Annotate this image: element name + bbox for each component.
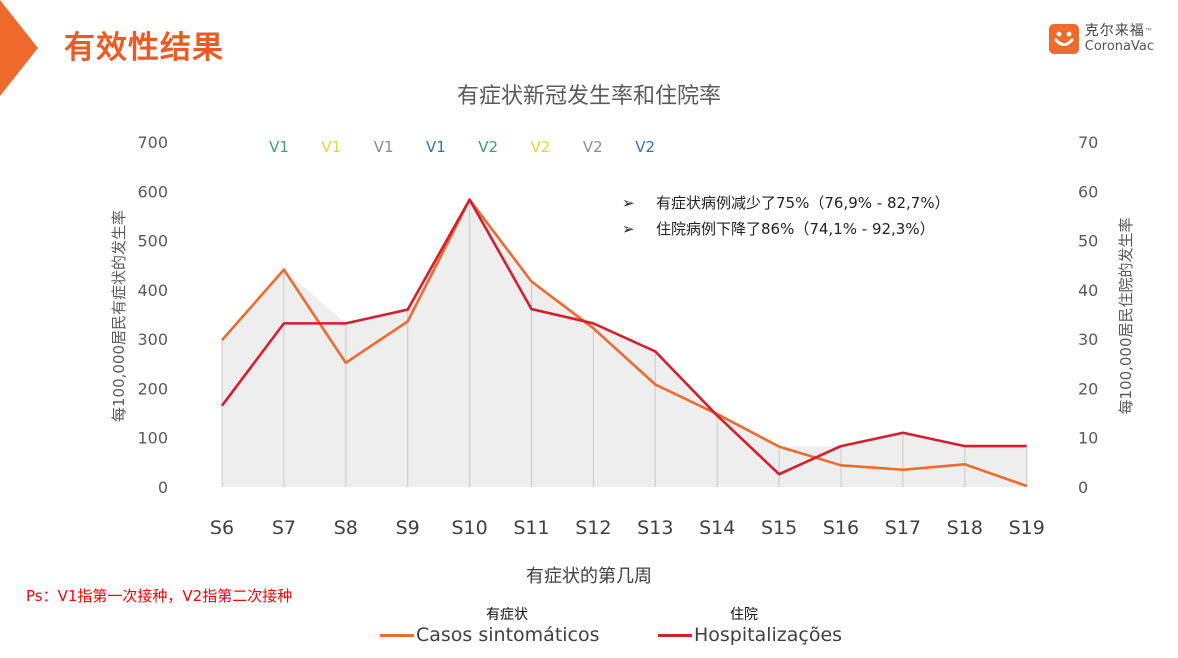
x-tick-label: S18 — [947, 517, 983, 539]
x-tick-label: S7 — [272, 517, 296, 539]
x-tick-label: S13 — [637, 517, 673, 539]
legend-symptomatic-swatch — [380, 633, 414, 637]
annotation-symptomatic: ➢ 有症状病例减少了75%（76,9% - 82,7%） — [622, 192, 950, 213]
vaccination-marker: V2 — [478, 138, 498, 156]
series-line-symptomatic — [221, 198, 1028, 488]
legend-item-symptomatic: 有症状 Casos sintomáticos — [380, 607, 600, 647]
y-left-tick-label: 100 — [137, 429, 168, 448]
vaccination-marker: V2 — [635, 138, 655, 156]
y-left-tick-label: 0 — [158, 478, 168, 497]
y-right-tick-label: 60 — [1078, 182, 1098, 201]
x-tick-label: S14 — [699, 517, 735, 539]
y-left-tick-label: 300 — [137, 330, 168, 349]
x-tick-label: S11 — [513, 517, 549, 539]
y-right-tick-label: 0 — [1078, 478, 1088, 497]
legend-hospital-swatch — [658, 633, 692, 637]
y-right-tick-label: 10 — [1078, 429, 1098, 448]
vaccination-marker: V1 — [269, 138, 289, 156]
vaccination-marker: V2 — [583, 138, 603, 156]
logo-english-name: CoronaVac — [1084, 39, 1154, 54]
chart-area-layer — [222, 199, 1027, 487]
series-line-hospital — [220, 198, 1027, 476]
annotation-hospital: ➢ 住院病例下降了86%（74,1% - 92,3%） — [622, 218, 935, 239]
x-tick-label: S9 — [396, 517, 420, 539]
x-axis-title: 有症状的第几周 — [526, 566, 652, 587]
y-right-tick-label: 20 — [1078, 379, 1098, 398]
header-accent-tab — [0, 0, 38, 96]
x-tick-label: S15 — [761, 517, 797, 539]
y-right-tick-label: 70 — [1078, 133, 1098, 152]
legend-hospital-label: Hospitalizações — [694, 624, 843, 646]
x-tick-label: S8 — [334, 517, 358, 539]
y-left-tick-label: 400 — [137, 281, 168, 300]
x-tick-label: S6 — [210, 517, 234, 539]
x-tick-label: S10 — [451, 517, 487, 539]
chart-title: 有症状新冠发生率和住院率 — [456, 84, 721, 109]
drop-lines-layer — [221, 199, 1028, 487]
legend-item-hospital: 住院 Hospitalizações — [658, 607, 842, 647]
y-axis-right-title: 每100,000居民住院的发生率 — [1117, 217, 1135, 414]
vaccination-marker: V2 — [531, 138, 551, 156]
x-tick-label: S19 — [1009, 517, 1045, 539]
series-layer — [220, 198, 1028, 488]
vaccination-marker: V1 — [426, 138, 446, 156]
logo-chinese-name: 克尔来福 — [1084, 23, 1145, 39]
vaccination-marker: V1 — [321, 138, 341, 156]
x-tick-label: S12 — [575, 517, 611, 539]
annotation-symptomatic-text: 有症状病例减少了75%（76,9% - 82,7%） — [656, 194, 950, 212]
vaccination-footnote: Ps：V1指第一次接种，V2指第二次接种 — [26, 587, 293, 605]
y-left-ticks: 0 100 200 300 400 500 600 700 — [137, 133, 168, 497]
y-right-tick-label: 30 — [1078, 330, 1098, 349]
legend-symptomatic-label: Casos sintomáticos — [416, 624, 600, 646]
area-fill — [222, 199, 1027, 487]
y-left-tick-label: 600 — [137, 182, 168, 201]
x-tick-label: S16 — [823, 517, 859, 539]
y-left-tick-label: 500 — [137, 232, 168, 251]
logo-trademark: ™ — [1144, 27, 1153, 36]
smile-logo-icon — [1048, 24, 1079, 54]
y-right-ticks: 0 10 20 30 40 50 60 70 — [1078, 133, 1098, 497]
x-tick-label: S17 — [885, 517, 921, 539]
y-left-tick-label: 700 — [137, 133, 168, 152]
y-left-tick-label: 200 — [137, 379, 168, 398]
brand-logo: 克尔来福™ CoronaVac — [1048, 23, 1154, 54]
legend-hospital-cn: 住院 — [730, 607, 758, 623]
page-title: 有效性结果 — [64, 30, 224, 66]
bullet-arrow-icon: ➢ — [622, 194, 635, 212]
annotation-hospital-text: 住院病例下降了86%（74,1% - 92,3%） — [656, 220, 935, 238]
legend-symptomatic-cn: 有症状 — [486, 607, 528, 623]
y-right-tick-label: 50 — [1078, 232, 1098, 251]
y-right-tick-label: 40 — [1078, 281, 1098, 300]
y-axis-left-title: 每100,000居民有症状的发生率 — [110, 210, 128, 422]
bullet-arrow-icon: ➢ — [622, 220, 635, 238]
x-ticks: S6 S7 S8 S9 S10 S11 S12 S13 S14 S15 S16 S17 S18 S19 — [210, 517, 1045, 539]
vaccination-markers: V1 V1 V1 V1 V2 V2 V2 V2 — [269, 138, 655, 156]
vaccination-marker: V1 — [374, 138, 394, 156]
